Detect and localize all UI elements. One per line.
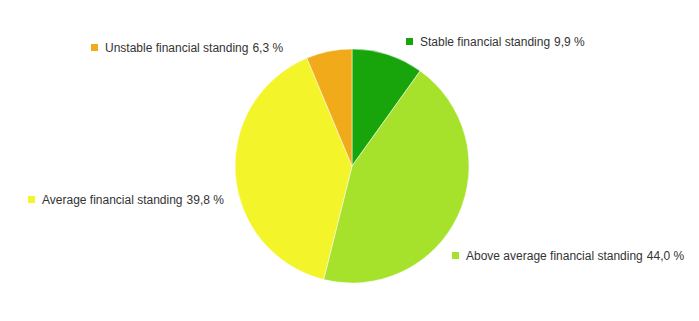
value-label: 6,3 %	[252, 41, 283, 55]
slice-label: Above average financial standing 44,0 %	[466, 249, 684, 263]
legend-swatch	[452, 252, 459, 259]
slice-label: Unstable financial standing 6,3 %	[105, 41, 283, 55]
chart: Stable financial standing 9,9 % Above aver…	[0, 0, 699, 321]
value-label: 44,0 %	[647, 249, 685, 263]
pie	[235, 49, 469, 283]
pie-slice	[307, 49, 352, 166]
slice-label: Stable financial standing 9,9 %	[420, 35, 585, 49]
legend-swatch	[406, 38, 413, 45]
category-label: Above average financial standing	[466, 249, 643, 263]
legend-swatch	[28, 196, 35, 203]
category-label: Unstable financial standing	[105, 41, 248, 55]
category-label: Stable financial standing	[420, 35, 550, 49]
category-label: Average financial standing	[42, 193, 183, 207]
value-label: 39,8 %	[187, 193, 225, 207]
labels: Stable financial standing 9,9 % Above aver…	[28, 35, 684, 263]
slice-label: Average financial standing 39,8 %	[42, 193, 224, 207]
legend-swatch	[91, 44, 98, 51]
value-label: 9,9 %	[554, 35, 585, 49]
